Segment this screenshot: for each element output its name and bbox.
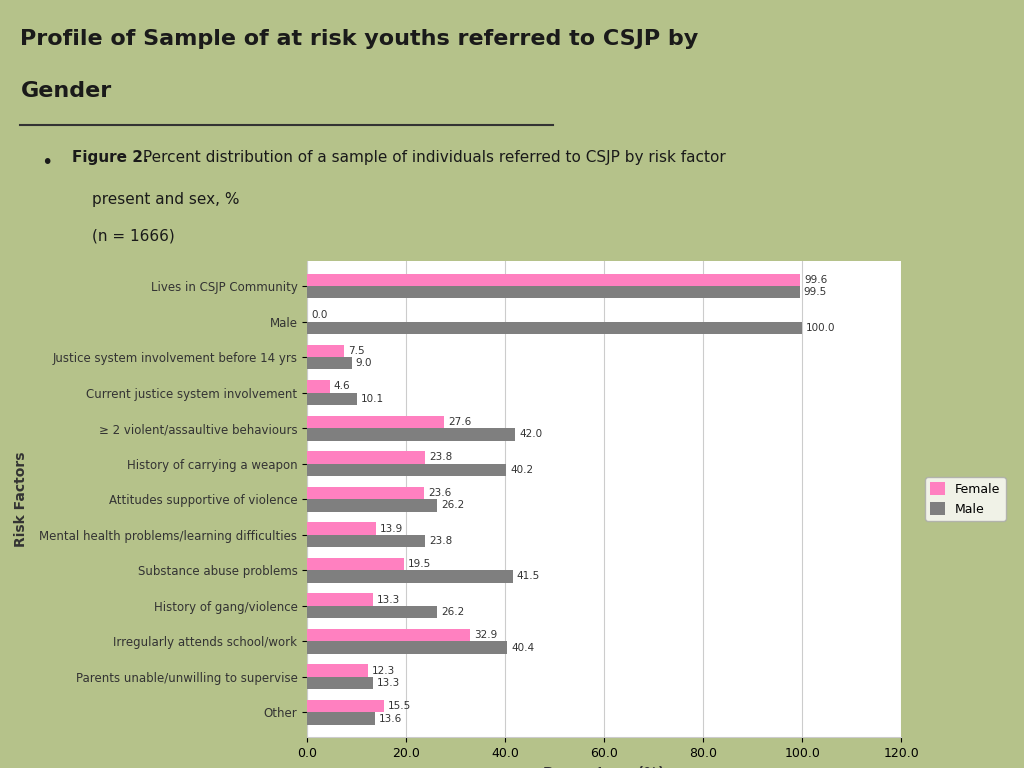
Text: 0.0: 0.0 bbox=[311, 310, 328, 320]
Bar bbox=[307, 392, 357, 405]
Text: 42.0: 42.0 bbox=[519, 429, 542, 439]
Text: 15.5: 15.5 bbox=[388, 701, 411, 711]
Text: (n = 1666): (n = 1666) bbox=[92, 229, 175, 244]
Bar bbox=[307, 700, 384, 713]
Bar bbox=[307, 345, 344, 357]
Bar bbox=[307, 380, 330, 392]
Text: 23.6: 23.6 bbox=[428, 488, 452, 498]
Bar bbox=[307, 273, 800, 286]
Bar bbox=[307, 606, 437, 618]
Text: 27.6: 27.6 bbox=[447, 417, 471, 427]
Text: 4.6: 4.6 bbox=[334, 382, 350, 392]
Text: 100.0: 100.0 bbox=[806, 323, 836, 333]
Text: 19.5: 19.5 bbox=[408, 559, 431, 569]
Bar bbox=[307, 499, 437, 511]
Text: Profile of Sample of at risk youths referred to CSJP by: Profile of Sample of at risk youths refe… bbox=[20, 28, 698, 48]
Text: 41.5: 41.5 bbox=[516, 571, 540, 581]
Text: 26.2: 26.2 bbox=[440, 607, 464, 617]
Text: 13.6: 13.6 bbox=[379, 713, 401, 723]
Text: Figure 2.: Figure 2. bbox=[72, 151, 148, 165]
Text: 13.9: 13.9 bbox=[380, 524, 403, 534]
Text: 13.3: 13.3 bbox=[377, 678, 400, 688]
Text: Percent distribution of a sample of individuals referred to CSJP by risk factor: Percent distribution of a sample of indi… bbox=[138, 151, 726, 165]
Text: 32.9: 32.9 bbox=[474, 630, 498, 640]
Text: present and sex, %: present and sex, % bbox=[92, 192, 240, 207]
Bar bbox=[307, 452, 425, 464]
Text: 12.3: 12.3 bbox=[372, 666, 395, 676]
Text: 26.2: 26.2 bbox=[440, 501, 464, 511]
Bar bbox=[307, 415, 443, 428]
Bar bbox=[307, 464, 506, 476]
Bar bbox=[307, 522, 376, 535]
Text: 7.5: 7.5 bbox=[348, 346, 365, 356]
Text: 23.8: 23.8 bbox=[429, 536, 453, 546]
Bar bbox=[307, 629, 470, 641]
Text: 9.0: 9.0 bbox=[355, 359, 372, 369]
Text: Gender: Gender bbox=[20, 81, 112, 101]
Text: 10.1: 10.1 bbox=[361, 394, 384, 404]
Bar bbox=[307, 535, 425, 547]
Bar bbox=[307, 428, 515, 441]
Bar bbox=[307, 487, 424, 499]
Text: 99.5: 99.5 bbox=[804, 287, 826, 297]
Bar bbox=[307, 571, 513, 583]
Text: 40.4: 40.4 bbox=[511, 643, 535, 653]
Bar bbox=[307, 664, 368, 677]
Bar bbox=[307, 677, 373, 690]
Bar bbox=[307, 286, 800, 299]
Bar bbox=[307, 558, 403, 571]
Text: 13.3: 13.3 bbox=[377, 594, 400, 604]
Bar bbox=[307, 357, 352, 369]
Bar bbox=[307, 594, 373, 606]
Bar bbox=[307, 641, 507, 654]
Y-axis label: Risk Factors: Risk Factors bbox=[14, 452, 29, 547]
X-axis label: Percentage (%): Percentage (%) bbox=[544, 766, 665, 768]
Text: •: • bbox=[41, 153, 52, 172]
Bar bbox=[307, 713, 375, 725]
Text: 23.8: 23.8 bbox=[429, 452, 453, 462]
Text: 99.6: 99.6 bbox=[804, 275, 827, 285]
Legend: Female, Male: Female, Male bbox=[926, 478, 1006, 521]
Text: 40.2: 40.2 bbox=[510, 465, 534, 475]
Bar bbox=[307, 322, 802, 334]
